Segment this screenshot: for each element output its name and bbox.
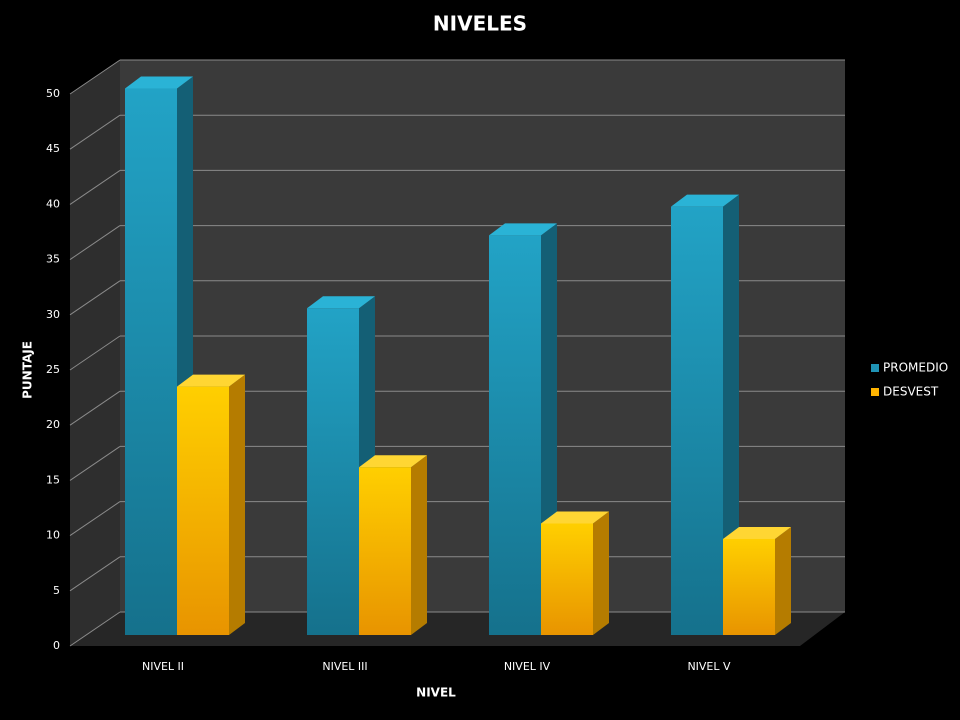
y-tick-label: 50 [46,87,60,100]
y-tick-label: 10 [46,529,60,542]
bar [489,235,541,636]
grid-line [69,390,121,426]
legend-label: PROMEDIO [883,361,948,375]
grid-line [69,501,121,537]
bar [723,538,775,635]
chart-title: NIVELES [433,12,527,36]
bar-top [359,455,427,468]
y-tick-label: 40 [46,197,60,210]
legend-swatch [871,388,879,396]
bar-top [125,76,193,89]
bar-top [307,296,375,309]
bar-top [489,223,557,236]
y-tick-label: 25 [46,363,60,376]
legend-label: DESVEST [883,385,939,399]
x-axis-title: NIVEL [416,686,456,700]
bar-top [723,526,791,539]
bar [177,386,229,635]
y-tick-label: 0 [53,639,60,652]
grid-line [69,445,121,481]
bar-side [411,455,427,635]
grid-line [69,335,121,371]
bar [541,523,593,635]
legend-swatch [871,364,879,372]
y-tick-label: 5 [53,584,60,597]
x-tick-label: NIVEL V [687,660,731,673]
grid-line [69,611,121,647]
bar-side [775,526,791,635]
grid-line [69,59,121,95]
bar-top [671,194,739,207]
bar-side [723,194,739,635]
bar [359,467,411,635]
floor [70,612,845,646]
y-tick-label: 30 [46,308,60,321]
bar [125,88,177,635]
y-axis-title: PUNTAJE [21,341,35,399]
y-tick-label: 15 [46,473,60,486]
bar [671,206,723,635]
x-tick-label: NIVEL III [322,660,367,673]
x-tick-label: NIVEL II [142,660,184,673]
grid-line [69,556,121,592]
y-tick-label: 20 [46,418,60,431]
bar-top [541,511,609,524]
y-tick-label: 35 [46,253,60,266]
bar-side [593,511,609,635]
y-tick-label: 45 [46,142,60,155]
x-tick-label: NIVEL IV [504,660,551,673]
grid-line [69,280,121,316]
bar [307,308,359,635]
grid-line [69,225,121,261]
grid-line [69,114,121,150]
grid-line [69,169,121,205]
bar-top [177,374,245,387]
bar-side [229,374,245,635]
